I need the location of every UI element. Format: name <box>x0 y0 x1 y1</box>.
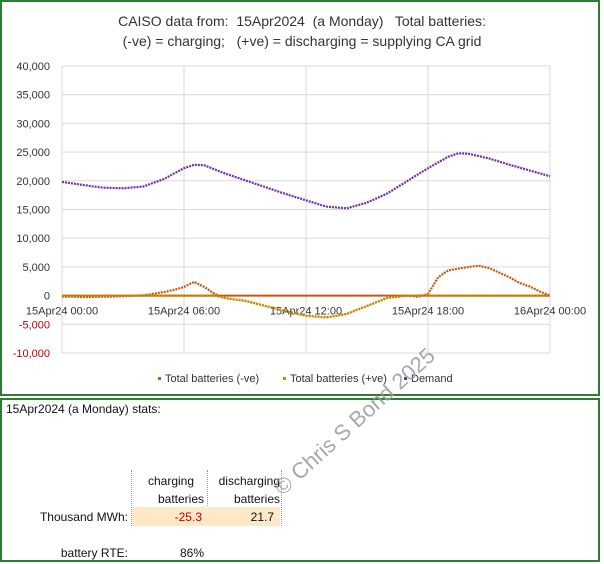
y-tick-label: 5,000 <box>22 262 50 274</box>
series-line-2 <box>61 152 551 210</box>
discharging-header-line2: batteries <box>233 492 280 506</box>
charging-header-line1: charging <box>147 474 194 488</box>
series-lines <box>61 152 551 319</box>
line-chart: 40,000 35,000 30,000 25,000 20,000 15,000 10,0… <box>13 61 586 385</box>
legend-marker <box>158 377 161 380</box>
chart-panel <box>0 0 600 396</box>
series-line-1 <box>62 294 550 319</box>
table-divider <box>207 470 208 526</box>
y-tick-label: 15,000 <box>16 205 50 217</box>
y-tick-label: 40,000 <box>16 61 50 73</box>
y-axis: 40,000 35,000 30,000 25,000 20,000 15,000 10,0… <box>13 61 50 360</box>
x-tick-label: 15Apr24 00:00 <box>26 306 98 318</box>
legend-marker <box>283 377 286 380</box>
chart-subtitle: (-ve) = charging; (+ve) = discharging = … <box>122 33 482 49</box>
y-tick-label: 0 <box>44 291 50 303</box>
x-tick-label: 15Apr24 06:00 <box>148 306 220 318</box>
legend: Total batteries (-ve) Total batteries (+v… <box>158 373 453 385</box>
y-tick-label: 30,000 <box>16 118 50 130</box>
charging-header-line2: batteries <box>157 492 204 506</box>
legend-marker <box>404 377 407 380</box>
stats-heading: 15Apr2024 (a Monday) stats: <box>6 402 161 416</box>
legend-label: Total batteries (-ve) <box>165 373 259 385</box>
y-tick-label: 20,000 <box>16 176 50 188</box>
discharging-header-line1: discharging <box>218 474 280 488</box>
stats-panel <box>0 398 600 562</box>
charging-value: -25.3 <box>174 510 202 524</box>
legend-label: Demand <box>411 373 453 385</box>
table-divider <box>281 470 282 526</box>
y-tick-label: 35,000 <box>16 90 50 102</box>
y-tick-label: -10,000 <box>13 348 50 360</box>
legend-label: Total batteries (+ve) <box>290 373 387 385</box>
chart-title: CAISO data from: 15Apr2024 (a Monday) To… <box>118 13 486 29</box>
y-tick-label: 10,000 <box>16 233 50 245</box>
values-highlight <box>132 507 280 526</box>
rte-label: battery RTE: <box>60 546 128 560</box>
y-tick-label: -5,000 <box>19 319 50 331</box>
x-tick-label: 16Apr24 00:00 <box>514 306 586 318</box>
y-tick-label: 25,000 <box>16 147 50 159</box>
table-divider <box>131 470 132 526</box>
discharging-value: 21.7 <box>250 510 274 524</box>
x-tick-label: 15Apr24 18:00 <box>392 306 464 318</box>
row-label: Thousand MWh: <box>39 510 128 524</box>
x-tick-label: 15Apr24 12:00 <box>270 306 342 318</box>
rte-value: 86% <box>179 546 204 560</box>
